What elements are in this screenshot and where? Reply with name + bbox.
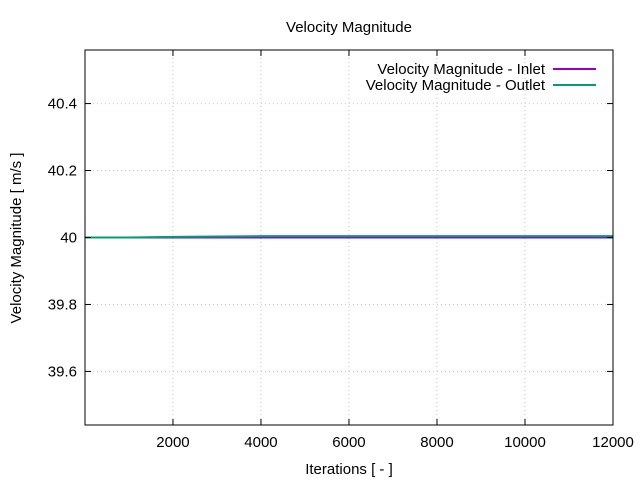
y-axis-label: Velocity Magnitude [ m/s ] — [8, 153, 25, 324]
x-tick-label: 8000 — [420, 434, 453, 451]
outlet-series-line — [85, 235, 613, 239]
y-tick-label: 39.8 — [48, 296, 77, 313]
y-tick-label: 40.2 — [48, 163, 77, 180]
grid — [85, 50, 613, 425]
x-tick-label: 4000 — [244, 434, 277, 451]
y-tick-label: 40.4 — [48, 96, 77, 113]
x-tick-label: 10000 — [504, 434, 546, 451]
y-tick-label: 40 — [60, 230, 77, 247]
x-tick-label: 2000 — [156, 434, 189, 451]
legend-label: Velocity Magnitude - Inlet — [377, 61, 545, 78]
x-tick-label: 6000 — [332, 434, 365, 451]
axis-ticks: 2000 4000 6000 8000 10000 12000 39.6 39.8 40 40.2… — [48, 50, 634, 451]
chart-title: Velocity Magnitude — [286, 19, 412, 36]
series-lines — [85, 235, 613, 239]
x-tick-label: 12000 — [592, 434, 634, 451]
legend-label: Velocity Magnitude - Outlet — [366, 77, 546, 94]
x-axis-label: Iterations [ - ] — [305, 461, 393, 478]
y-tick-label: 39.6 — [48, 363, 77, 380]
